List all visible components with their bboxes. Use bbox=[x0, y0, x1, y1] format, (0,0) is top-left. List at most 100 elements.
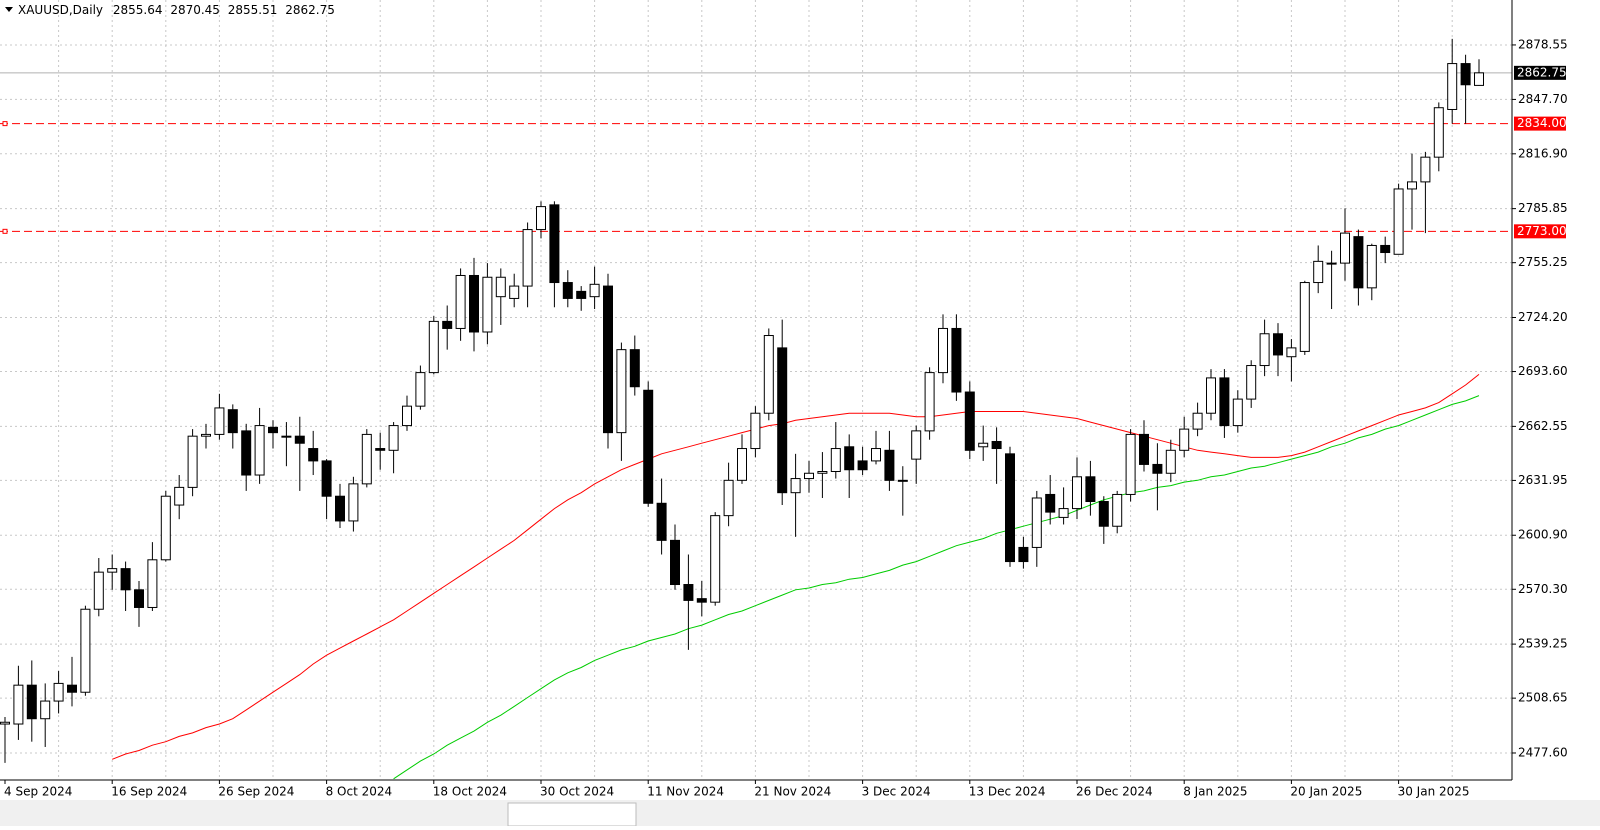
candle-body-up bbox=[254, 425, 265, 476]
candle-body-down bbox=[549, 204, 560, 284]
candle-body-up bbox=[1031, 497, 1042, 548]
candle-body-up bbox=[1192, 412, 1203, 430]
y-tick-label: 2508.65 bbox=[1518, 691, 1568, 705]
symbol-title: XAUUSD,Daily 2855.64 2870.45 2855.51 286… bbox=[18, 3, 335, 17]
candle-body-down bbox=[1139, 433, 1149, 465]
level-anchor bbox=[2, 121, 8, 127]
symbol: XAUUSD,Daily bbox=[18, 3, 103, 17]
candle-body-up bbox=[723, 479, 734, 517]
candle-body-down bbox=[991, 440, 1002, 450]
candle-body-down bbox=[268, 426, 278, 434]
candle-body-up bbox=[911, 430, 922, 460]
candle-body-up bbox=[1299, 282, 1310, 352]
candle-body-up bbox=[616, 349, 627, 434]
candle-body-down bbox=[227, 409, 238, 434]
y-tick-label: 2600.90 bbox=[1518, 528, 1568, 542]
y-tick-label: 2693.60 bbox=[1518, 364, 1568, 378]
candle-body-down bbox=[951, 327, 962, 393]
candle-body-up bbox=[160, 495, 171, 561]
candle-body-up bbox=[428, 320, 439, 374]
candle-body-up bbox=[1125, 433, 1136, 495]
candle-body-up bbox=[40, 700, 51, 720]
candle-body-up bbox=[388, 425, 399, 451]
plot bbox=[0, 38, 1512, 780]
candle-body-up bbox=[53, 682, 64, 702]
candle-body-up bbox=[737, 448, 747, 481]
candle-body-down bbox=[335, 495, 345, 522]
candle-body-down bbox=[1005, 453, 1015, 563]
candle-body-down bbox=[321, 460, 332, 497]
candle-body-up bbox=[482, 276, 493, 333]
level-label: 2834.00 bbox=[1517, 116, 1567, 130]
candle-body-down bbox=[643, 389, 654, 504]
candle-body-up bbox=[1206, 377, 1216, 414]
candle-body-up bbox=[897, 479, 908, 482]
y-tick-label: 2570.30 bbox=[1518, 582, 1568, 596]
candle-body-up bbox=[1072, 476, 1082, 510]
candle-body-down bbox=[308, 448, 319, 462]
candle-body-up bbox=[495, 276, 506, 298]
x-tick-label: 30 Jan 2025 bbox=[1398, 785, 1470, 799]
candle-body-up bbox=[415, 372, 426, 407]
level-label: 2773.00 bbox=[1517, 224, 1567, 238]
x-tick-label: 4 Sep 2024 bbox=[4, 785, 72, 799]
candle-body-up bbox=[361, 433, 372, 485]
low-value: 2855.51 bbox=[228, 3, 278, 17]
candle-body-up bbox=[174, 486, 185, 506]
x-tick-label: 18 Oct 2024 bbox=[433, 785, 507, 799]
candle-body-up bbox=[13, 684, 24, 725]
x-tick-label: 11 Nov 2024 bbox=[647, 785, 724, 799]
candle-body-up bbox=[924, 372, 935, 432]
candle-body-up bbox=[1447, 63, 1458, 110]
candle-body-down bbox=[603, 285, 613, 434]
candle-body-down bbox=[1380, 244, 1391, 254]
candle-body-up bbox=[750, 412, 761, 450]
current-price-label: 2862.75 bbox=[1517, 65, 1567, 79]
candle-body-down bbox=[294, 435, 305, 444]
x-tick-label: 8 Jan 2025 bbox=[1183, 785, 1247, 799]
candle-body-up bbox=[1232, 398, 1243, 427]
candle-body-up bbox=[455, 274, 466, 329]
candle-body-up bbox=[1420, 156, 1431, 183]
candle-body-down bbox=[469, 274, 479, 333]
candle-body-down bbox=[1045, 493, 1056, 513]
candle-body-down bbox=[134, 589, 144, 608]
candle-body-down bbox=[777, 347, 788, 494]
level-label-box bbox=[1514, 116, 1566, 131]
candle-body-up bbox=[1246, 365, 1257, 400]
candle-body-up bbox=[402, 405, 412, 427]
candle-body-up bbox=[938, 327, 948, 374]
candle-body-up bbox=[817, 470, 828, 474]
x-tick-label: 20 Jan 2025 bbox=[1290, 785, 1362, 799]
grid bbox=[0, 0, 1512, 780]
candle-body-up bbox=[1165, 449, 1176, 474]
candle-body-down bbox=[241, 430, 252, 476]
candle-body-down bbox=[1460, 63, 1471, 86]
y-tick-label: 2724.20 bbox=[1518, 310, 1568, 324]
candle-body-down bbox=[442, 320, 453, 329]
y-tick-label: 2785.85 bbox=[1518, 201, 1568, 215]
candle-body-up bbox=[509, 285, 520, 299]
candle-body-down bbox=[670, 539, 680, 586]
candle-body-down bbox=[884, 449, 895, 481]
candle-body-up bbox=[107, 568, 118, 573]
candle-body-down bbox=[696, 598, 707, 603]
candle-body-up bbox=[1393, 188, 1404, 255]
level-anchor bbox=[2, 228, 8, 234]
high-value: 2870.45 bbox=[170, 3, 220, 17]
labels: 2878.55 2847.70 2816.90 2785.85 2755.25 2724.… bbox=[4, 37, 1568, 798]
candle-body-up bbox=[589, 283, 600, 298]
candle-body-down bbox=[964, 391, 975, 451]
candle-body-up bbox=[536, 206, 546, 231]
candle-body-down bbox=[1273, 333, 1283, 356]
candle-body-down bbox=[629, 349, 640, 388]
candle-body-up bbox=[978, 442, 989, 448]
candle-body-up bbox=[830, 448, 841, 472]
tab[interactable] bbox=[507, 802, 637, 827]
candle-body-up bbox=[1112, 493, 1123, 527]
menu-icon[interactable] bbox=[5, 7, 13, 12]
candle-body-up bbox=[201, 433, 211, 437]
